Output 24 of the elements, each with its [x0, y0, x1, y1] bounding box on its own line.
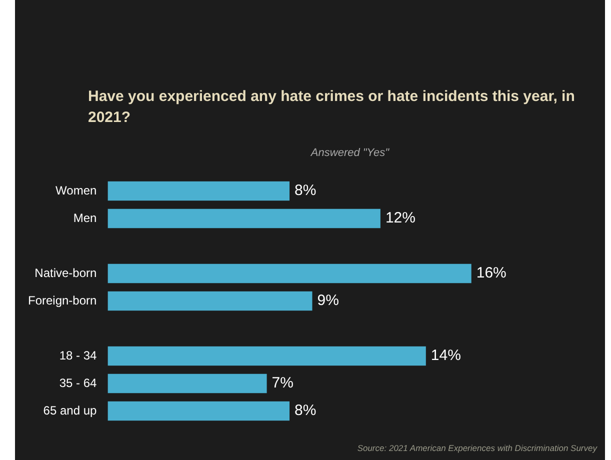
- y-tick-label: 65 and up: [43, 403, 98, 418]
- bar: [108, 401, 290, 421]
- y-tick-label: Men: [73, 210, 97, 225]
- chart-title: Have you experienced any hate crimes or hate incidents this year, in 2021?: [88, 87, 576, 128]
- data-label: 7%: [272, 374, 294, 392]
- y-tick-label: 18 - 34: [59, 348, 98, 362]
- y-tick-label: Women: [56, 183, 97, 198]
- bar: [108, 291, 312, 311]
- data-label: 8%: [294, 402, 316, 420]
- data-label: 8%: [294, 182, 316, 200]
- bar: [108, 374, 267, 394]
- bar: [108, 264, 472, 284]
- y-tick-label: Foreign-born: [28, 293, 97, 308]
- y-tick-label: Native-born: [34, 266, 97, 280]
- bar: [108, 208, 380, 228]
- data-label: 9%: [317, 292, 339, 310]
- bar: [108, 181, 290, 201]
- data-label: 16%: [476, 264, 506, 282]
- source-note: Source: 2021 American Experiences with Discrimination Survey: [357, 443, 597, 453]
- bar: [108, 346, 426, 366]
- data-label: 14%: [430, 347, 461, 364]
- y-tick-label: 35 - 64: [59, 376, 98, 390]
- chart-subtitle: Answered "Yes": [310, 147, 390, 159]
- data-label: 12%: [385, 210, 416, 227]
